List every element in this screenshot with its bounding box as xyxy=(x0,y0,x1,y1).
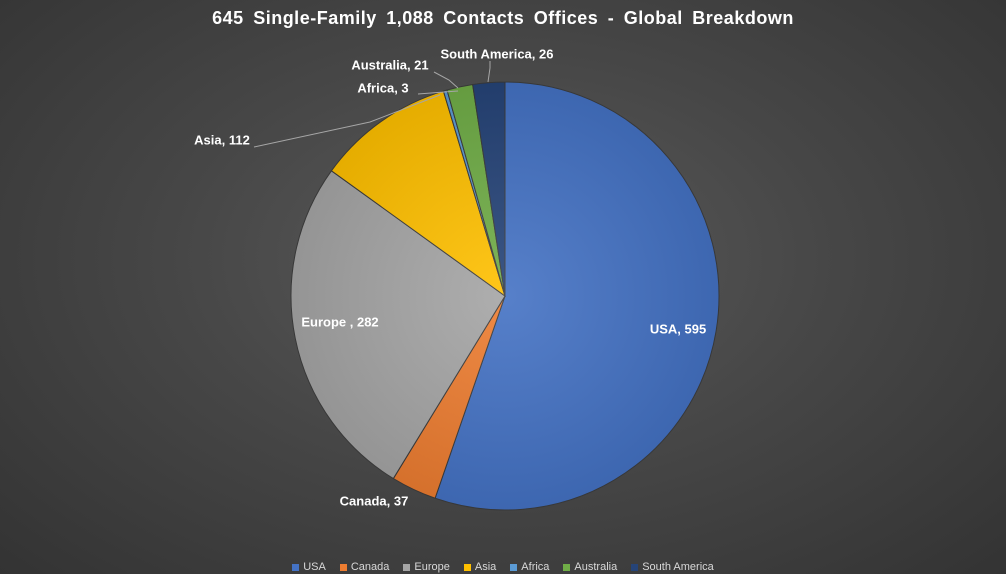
leader-line-africa xyxy=(417,90,459,95)
legend-label: Australia xyxy=(574,561,618,573)
legend-item-europe: Europe xyxy=(403,561,450,573)
data-label-australia: Australia, 21 xyxy=(351,57,428,72)
legend-item-south-america: South America xyxy=(631,561,714,573)
legend-item-canada: Canada xyxy=(339,561,390,573)
legend-swatch xyxy=(510,563,518,571)
legend-swatch xyxy=(631,563,639,571)
data-label-africa: Africa, 3 xyxy=(357,80,408,95)
legend-label: Europe xyxy=(414,561,450,573)
legend-swatch xyxy=(463,563,471,571)
leader-line-south-america xyxy=(487,61,491,83)
legend-swatch xyxy=(563,563,571,571)
data-label-south-america: South America, 26 xyxy=(441,46,554,61)
data-label-usa: USA, 595 xyxy=(650,321,706,336)
data-label-canada: Canada, 37 xyxy=(340,493,409,508)
legend-label: USA xyxy=(303,561,326,573)
chart-legend: USA Canada Europe Asia Africa Australia South … xyxy=(0,560,1006,574)
legend-swatch xyxy=(292,563,300,571)
chart-title: 645 Single-Family 1,088 Contacts Offices… xyxy=(212,8,794,28)
legend-swatch xyxy=(339,563,347,571)
data-label-europe: Europe , 282 xyxy=(301,314,378,329)
legend-label: Asia xyxy=(474,561,497,573)
data-label-asia: Asia, 112 xyxy=(194,132,250,147)
legend-swatch xyxy=(403,563,411,571)
leader-line-australia xyxy=(433,71,459,89)
legend-label: Africa xyxy=(521,561,550,573)
legend-item-usa: USA xyxy=(292,561,326,573)
legend-item-africa: Africa xyxy=(510,561,549,573)
legend-label: South America xyxy=(642,561,714,573)
leader-line-asia xyxy=(253,94,441,148)
legend-item-australia: Australia xyxy=(563,561,617,573)
legend-label: Canada xyxy=(350,561,390,573)
legend-item-asia: Asia xyxy=(463,561,497,573)
